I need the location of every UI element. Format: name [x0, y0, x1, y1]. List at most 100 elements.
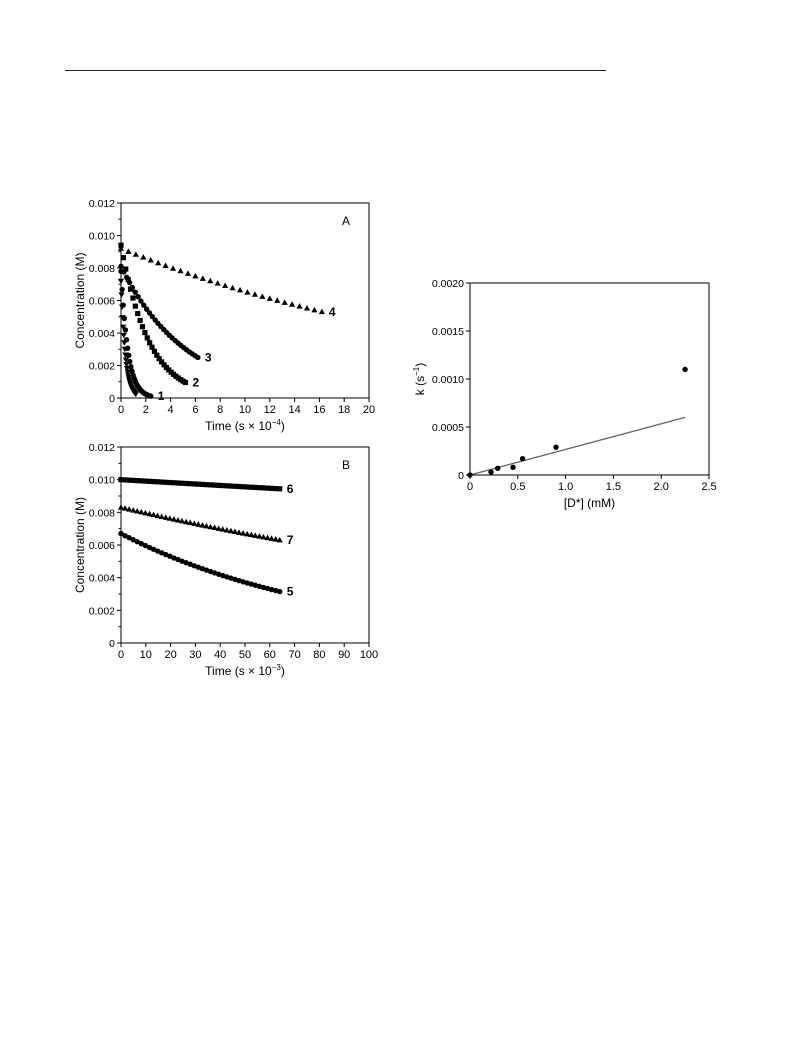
- data-point: [682, 366, 688, 373]
- data-point: [124, 369, 131, 375]
- data-point: [207, 523, 214, 530]
- data-point: [126, 506, 133, 512]
- data-point: [251, 291, 259, 297]
- data-point: [142, 542, 149, 549]
- data-point: [296, 303, 303, 309]
- y-tick-label-b: 0.012: [89, 442, 115, 454]
- rate-constant-chart: 0 0.5 1.0 1.5 2.0 2.5 0 0.0005 0.0010 0.0015 0.002…: [412, 278, 717, 510]
- data-point: [175, 556, 181, 563]
- data-point: [151, 348, 158, 354]
- data-point: [174, 516, 182, 523]
- y-tick-label-c: 0.0020: [432, 278, 464, 290]
- data-point: [277, 588, 283, 595]
- x-tick-label-a: 8: [217, 404, 223, 416]
- data-point: [118, 263, 124, 270]
- data-point: [187, 561, 193, 567]
- data-point: [231, 528, 239, 535]
- data-point: [138, 298, 144, 304]
- x-tick-label-c: 0.5: [510, 481, 525, 493]
- series-a-unlabeled: [117, 278, 139, 398]
- data-point: [252, 484, 258, 491]
- data-point: [122, 357, 130, 364]
- data-point: [167, 553, 173, 559]
- data-point: [224, 574, 230, 580]
- data-point: [146, 544, 153, 551]
- x-tick-label-c: 1.0: [558, 481, 573, 493]
- y-tick-label-a: 0.010: [89, 231, 115, 243]
- data-point: [123, 274, 130, 281]
- data-point: [119, 315, 126, 321]
- data-point: [289, 301, 296, 307]
- x-tick-label-b: 20: [164, 649, 176, 661]
- series-a-4: 4: [117, 245, 336, 319]
- data-point: [122, 532, 128, 539]
- data-point: [215, 571, 222, 577]
- x-tick-label-b: 70: [288, 649, 300, 661]
- data-point: [150, 511, 157, 518]
- y-tick-label-b: 0.006: [89, 540, 115, 552]
- data-point: [138, 508, 145, 515]
- data-point: [122, 327, 129, 333]
- data-point: [128, 364, 134, 370]
- data-point: [135, 293, 141, 300]
- data-point: [214, 280, 221, 286]
- data-point: [244, 530, 251, 537]
- data-point: [175, 480, 181, 486]
- data-point: [199, 522, 206, 528]
- data-point: [216, 482, 222, 488]
- data-point: [274, 297, 281, 303]
- data-point: [303, 305, 311, 311]
- data-point: [183, 518, 190, 525]
- series-b-5: 5: [118, 530, 294, 599]
- data-point: [182, 379, 189, 386]
- data-point: [212, 482, 218, 488]
- data-point: [138, 540, 145, 547]
- data-point: [126, 477, 132, 483]
- data-point: [244, 289, 251, 295]
- data-point: [256, 485, 262, 491]
- data-point: [215, 525, 222, 531]
- series-label-a: 4: [329, 305, 336, 319]
- data-point: [118, 292, 125, 298]
- data-point: [121, 346, 128, 353]
- data-point: [236, 286, 244, 293]
- data-point: [220, 482, 226, 489]
- data-point: [135, 310, 141, 317]
- y-tick-label-b: 0.002: [89, 605, 115, 617]
- data-point: [150, 478, 157, 485]
- data-point: [147, 340, 153, 346]
- data-point: [268, 535, 275, 541]
- data-point: [183, 560, 189, 566]
- data-point: [119, 304, 126, 310]
- data-point: [163, 479, 169, 485]
- panel-b-chart: 0 10 20 30 40 50 60 70 80 90 100 0 0.002 0.004 0.006 0.…: [73, 442, 378, 678]
- data-point: [228, 483, 234, 489]
- data-point: [240, 579, 246, 585]
- data-point: [134, 478, 140, 484]
- x-tick-label-c: 1.5: [606, 481, 621, 493]
- data-point: [169, 265, 177, 271]
- data-point: [163, 551, 169, 558]
- x-axis-label-b: Time (s × 10−3): [205, 663, 285, 678]
- data-point: [510, 464, 516, 471]
- data-point: [129, 284, 136, 291]
- data-point: [232, 483, 238, 489]
- data-point: [244, 580, 250, 586]
- data-point: [161, 362, 167, 368]
- data-point: [222, 282, 229, 288]
- y-tick-label-b: 0: [109, 638, 115, 650]
- x-axis-label-a: Time (s × 10−4): [205, 418, 285, 433]
- data-point: [170, 516, 178, 522]
- data-point: [132, 289, 138, 295]
- data-point: [158, 513, 165, 519]
- data-point: [219, 526, 226, 532]
- data-point: [143, 306, 150, 312]
- data-point: [276, 536, 283, 543]
- data-point: [195, 521, 202, 527]
- data-point: [150, 546, 157, 552]
- data-point: [488, 469, 494, 475]
- series-label-a: 2: [192, 376, 199, 390]
- data-point: [119, 286, 125, 293]
- data-point: [121, 505, 129, 511]
- data-point: [120, 255, 126, 261]
